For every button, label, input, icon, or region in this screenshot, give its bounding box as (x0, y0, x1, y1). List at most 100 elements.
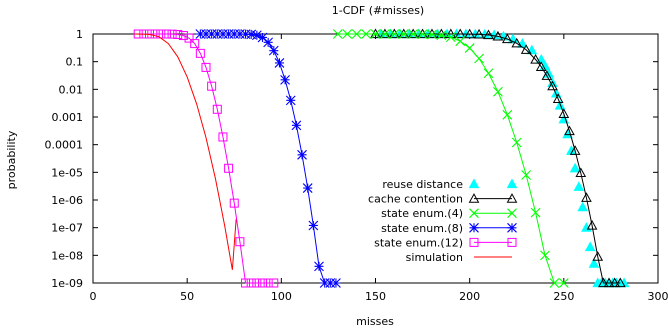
data-point (361, 29, 371, 39)
data-point (201, 29, 211, 39)
data-point (584, 241, 596, 252)
chart-title: 1-CDF (#misses) (332, 4, 424, 17)
data-point (268, 45, 279, 56)
data-point (302, 183, 313, 193)
data-point (511, 37, 523, 48)
data-point (325, 278, 336, 288)
data-point (569, 145, 581, 155)
data-point (535, 61, 547, 71)
legend-label: state enum.(4) (381, 207, 463, 220)
y-tick-label: 0.001 (52, 111, 84, 124)
data-point (184, 33, 194, 43)
data-point (263, 37, 274, 48)
series-simulation (134, 33, 237, 270)
series-layer (133, 28, 630, 288)
legend-marker (469, 222, 479, 233)
data-point (331, 278, 341, 288)
data-point (408, 29, 419, 39)
legend-marker (468, 193, 480, 203)
y-tick-label: 1e-09 (51, 277, 83, 290)
data-point (380, 29, 390, 39)
series-state-enum-12- (133, 29, 279, 288)
data-point (389, 29, 400, 39)
series-line (200, 33, 336, 284)
legend-label: cache contention (368, 193, 463, 206)
data-point (445, 32, 456, 43)
data-point (541, 70, 553, 80)
data-point (246, 278, 256, 288)
data-point (586, 219, 598, 230)
data-point (493, 86, 503, 97)
data-point (455, 36, 466, 47)
data-point (206, 29, 217, 39)
data-point (178, 31, 188, 41)
data-point (240, 29, 251, 40)
series-state-enum-4- (332, 29, 569, 288)
data-point (229, 198, 239, 208)
series-state-enum-8- (195, 29, 341, 288)
data-point (530, 207, 541, 218)
data-point (218, 132, 228, 142)
legend-marker (506, 178, 518, 189)
data-point (577, 201, 589, 212)
legend-label: state enum.(8) (381, 222, 463, 235)
data-point (521, 170, 532, 180)
data-point (332, 29, 343, 39)
data-point (454, 28, 466, 39)
data-point (581, 222, 592, 232)
data-point (241, 278, 251, 288)
data-point (314, 261, 324, 272)
data-point (263, 278, 273, 288)
data-point (229, 29, 240, 39)
data-point (592, 251, 604, 261)
data-point (190, 39, 200, 49)
y-tick-label: 1e-06 (51, 194, 83, 207)
legend-marker (507, 208, 517, 219)
data-point (417, 29, 428, 40)
data-point (246, 29, 257, 40)
data-point (502, 109, 513, 120)
data-point (258, 278, 267, 288)
data-point (540, 250, 550, 261)
y-tick-label: 1e-07 (51, 222, 83, 235)
data-point (558, 278, 569, 288)
x-tick-label: 50 (180, 290, 194, 303)
data-point (308, 220, 319, 231)
data-point (252, 278, 262, 288)
data-point (269, 278, 279, 288)
legend-marker (507, 222, 517, 233)
x-axis-label: misses (356, 315, 394, 328)
x-tick-label: 0 (90, 290, 97, 303)
data-point (161, 29, 171, 39)
data-point (235, 29, 245, 39)
data-point (464, 28, 476, 39)
data-point (285, 95, 296, 106)
data-point (581, 192, 592, 202)
data-point (464, 43, 475, 53)
y-tick-label: 0.0001 (45, 139, 84, 152)
y-tick-label: 0.1 (66, 56, 84, 69)
x-tick-label: 250 (553, 290, 574, 303)
data-point (427, 29, 437, 40)
data-point (201, 62, 211, 72)
data-point (473, 28, 485, 39)
legend-marker (468, 178, 480, 189)
data-point (251, 30, 262, 41)
data-point (575, 167, 587, 178)
data-point (549, 278, 560, 288)
series-line (134, 33, 237, 270)
legend-label: reuse distance (382, 178, 463, 191)
data-point (492, 30, 504, 41)
data-point (520, 44, 532, 54)
x-tick-label: 150 (365, 290, 386, 303)
data-point (291, 120, 302, 131)
x-tick-label: 100 (271, 290, 292, 303)
data-point (235, 237, 245, 247)
legend-marker (507, 237, 517, 247)
y-tick-label: 1e-08 (51, 249, 83, 262)
data-point (195, 29, 206, 39)
data-point (257, 32, 268, 43)
data-point (224, 163, 234, 173)
data-point (426, 28, 438, 39)
